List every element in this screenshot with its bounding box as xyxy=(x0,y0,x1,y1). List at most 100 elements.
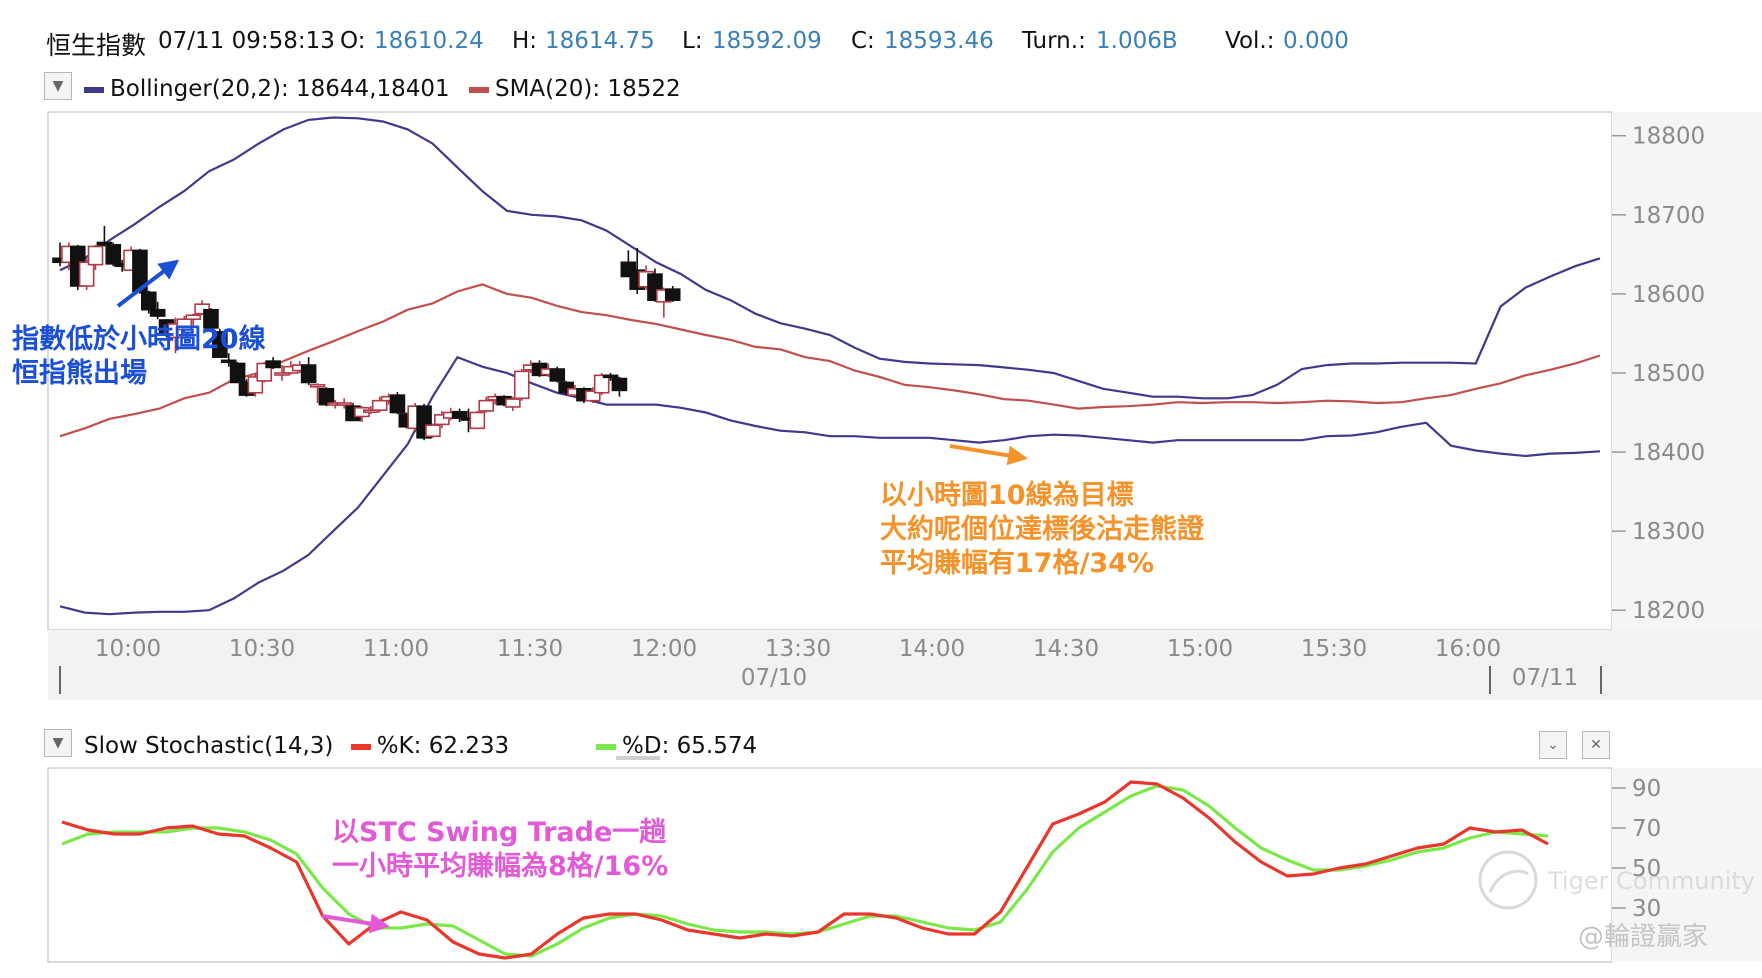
blue-arrow xyxy=(116,259,180,308)
candle-body xyxy=(664,288,681,302)
time-tick-label: 11:30 xyxy=(497,636,563,662)
candle-body xyxy=(389,394,406,414)
turnover-value: 1.006B xyxy=(1096,28,1178,54)
tiger-logo-icon xyxy=(1478,850,1538,910)
time-tick-label: 10:30 xyxy=(229,636,295,662)
stoch-panel-collapse-button[interactable]: ▼ xyxy=(44,729,72,757)
candle xyxy=(425,423,441,438)
candle-body xyxy=(505,398,521,408)
candle xyxy=(478,396,495,413)
candle xyxy=(105,242,122,267)
candle-body xyxy=(203,308,219,329)
stoch-panel-close-button[interactable]: ✕ xyxy=(1582,731,1610,759)
time-tick-label: 15:00 xyxy=(1167,636,1233,662)
candle-body xyxy=(611,377,628,392)
stoch-panel-minimize-button[interactable]: ⌄ xyxy=(1539,731,1567,759)
candle-body xyxy=(87,245,104,266)
candle-body xyxy=(469,411,486,430)
candle xyxy=(664,285,681,302)
candle xyxy=(584,387,601,404)
orange-annotation-line-3: 平均賺幅有17格/34% xyxy=(880,548,1154,579)
d-swatch xyxy=(596,743,616,750)
k-legend-label: %K: 62.233 xyxy=(376,733,510,759)
candle xyxy=(265,357,281,370)
candle-body xyxy=(513,370,530,400)
stochastic-legend-label: Slow Stochastic(14,3) xyxy=(84,733,334,759)
stochastic-legend: Slow Stochastic(14,3) %K: 62.233 xyxy=(84,733,509,759)
candle-body xyxy=(451,410,468,419)
candle xyxy=(602,372,619,381)
date-label: 07/10 xyxy=(741,665,807,691)
candle-body xyxy=(425,424,441,438)
blue-annotation-line-1: 指數低於小時圖20線 xyxy=(12,323,266,355)
stoch-tick-label: 70 xyxy=(1632,816,1661,842)
price-panel-collapse-button[interactable]: ▼ xyxy=(44,72,72,100)
watermark: Tiger Community xyxy=(1478,850,1755,910)
candle xyxy=(203,308,219,330)
time-tick-label: 12:00 xyxy=(631,636,697,662)
bollinger-upper-line xyxy=(59,116,1601,400)
candle xyxy=(513,369,530,401)
d-legend: %D: 65.574 xyxy=(596,733,757,759)
orange-annotation-line-2: 大約呢個位達標後沽走熊證 xyxy=(880,513,1205,545)
candle-body xyxy=(371,399,388,411)
stoch-tick-label: 90 xyxy=(1632,776,1661,802)
bollinger-lower-line xyxy=(59,355,1601,616)
candle xyxy=(469,410,486,430)
candle-body xyxy=(318,387,335,406)
stochastic-plot-frame xyxy=(47,767,1613,963)
sma-swatch xyxy=(468,86,489,93)
price-axis-area xyxy=(1612,112,1762,630)
open-value: 18610.24 xyxy=(374,28,484,54)
time-tick-label: 10:00 xyxy=(95,636,161,662)
panel-resize-handle xyxy=(616,756,660,760)
price-tick-label: 18600 xyxy=(1632,282,1705,308)
price-tick-label: 18800 xyxy=(1632,124,1705,150)
price-y-axis: 18800 18700 18600 18500 18400 18300 18200 xyxy=(1612,124,1705,624)
candle xyxy=(434,410,450,429)
stochastic-axis-area xyxy=(1612,768,1762,962)
turnover-label: Turn.: xyxy=(1022,28,1086,54)
index-name: 恒生指數 xyxy=(46,31,147,60)
price-tick-label: 18300 xyxy=(1632,519,1705,545)
candle-body xyxy=(309,384,326,388)
candle-body xyxy=(185,314,201,320)
triangle-down-icon: ▼ xyxy=(52,735,64,751)
candle xyxy=(141,290,157,314)
candle xyxy=(212,328,228,358)
k-line xyxy=(61,780,1549,960)
candle xyxy=(336,398,352,409)
candle-body xyxy=(149,308,166,317)
candle xyxy=(78,258,95,290)
sma-legend-label: SMA(20): 18522 xyxy=(494,76,681,102)
candle xyxy=(176,316,193,334)
price-tick-label: 18200 xyxy=(1632,598,1705,624)
magenta-annotation-line-2: 一小時平均賺幅為8格/16% xyxy=(332,850,668,882)
candle-body xyxy=(229,362,246,384)
candle xyxy=(96,225,113,247)
candle-body xyxy=(434,414,450,426)
time-tick-label: 14:00 xyxy=(899,636,965,662)
price-tick-label: 18500 xyxy=(1632,361,1705,387)
candle xyxy=(371,396,388,413)
candle-body xyxy=(176,318,193,331)
annotation-labels: 指數低於小時圖20線恒指熊出場以小時圖10線為目標大約呢個位達標後沽走熊證平均賺… xyxy=(12,323,1755,952)
time-tick-label: 13:30 xyxy=(765,636,831,662)
time-tick-label: 11:00 xyxy=(363,636,429,662)
high-value: 18614.75 xyxy=(545,28,655,54)
orange-annotation-line-1: 以小時圖10線為目標 xyxy=(880,479,1134,511)
low-value: 18592.09 xyxy=(712,28,822,54)
candle-body xyxy=(336,402,352,406)
candle xyxy=(149,301,166,320)
candle xyxy=(505,396,521,411)
close-label: C: xyxy=(851,28,875,54)
candle-body xyxy=(96,241,113,246)
candle-body xyxy=(602,374,619,379)
candle xyxy=(389,391,406,415)
stoch-tick-label: 50 xyxy=(1632,856,1661,882)
sma-line xyxy=(59,283,1601,438)
candle xyxy=(451,408,468,423)
time-tick-label: 16:00 xyxy=(1435,636,1501,662)
